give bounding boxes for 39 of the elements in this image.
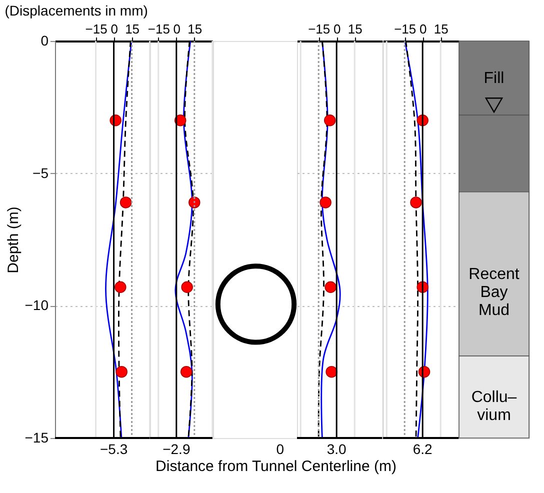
point: [410, 196, 422, 208]
point: [120, 196, 132, 208]
chart-title: (Displacements in mm): [4, 2, 148, 18]
point: [324, 281, 336, 294]
x-tick-label: −15: [394, 22, 416, 36]
x-tick-label: 0: [110, 22, 118, 36]
x-tick-label: 0: [419, 22, 427, 36]
x-tick-label: −15: [308, 22, 330, 36]
y-tick-label: 0: [40, 32, 49, 48]
x-tick-label: −15: [85, 22, 108, 36]
x-axis-title: 6.2: [412, 441, 433, 457]
x-axis-title: 3.0: [326, 441, 347, 457]
x-tick-label: 15: [348, 22, 362, 36]
x-tick-label: 15: [434, 22, 448, 36]
series-label: Collu–vium: [471, 388, 517, 424]
x-tick-label: −15: [148, 22, 170, 36]
line-series: [105, 40, 132, 439]
x-tick-label: 0: [173, 22, 181, 36]
point: [180, 366, 192, 378]
text: Distance from Tunnel Centerline (m): [156, 458, 396, 475]
point: [114, 281, 126, 294]
text: 0: [276, 441, 284, 457]
x-tick-label: 15: [125, 22, 140, 36]
point: [116, 366, 128, 378]
x-axis-title: −5.3: [100, 441, 128, 457]
x-axis-title: −2.9: [162, 441, 190, 457]
point: [181, 281, 193, 294]
point: [188, 196, 200, 208]
point: [320, 196, 332, 208]
x-tick-label: 0: [333, 22, 341, 36]
y-tick-label: −5: [32, 164, 49, 181]
point: [324, 114, 336, 126]
y-axis-title: Depth (m): [4, 206, 22, 274]
y-tick-label: −10: [24, 297, 49, 314]
series-label: Recent Bay Mud: [468, 266, 520, 319]
x-tick-label: 15: [188, 22, 202, 36]
y-tick-label: −15: [24, 430, 49, 446]
point: [326, 366, 338, 378]
series-label: Fill: [484, 70, 504, 88]
